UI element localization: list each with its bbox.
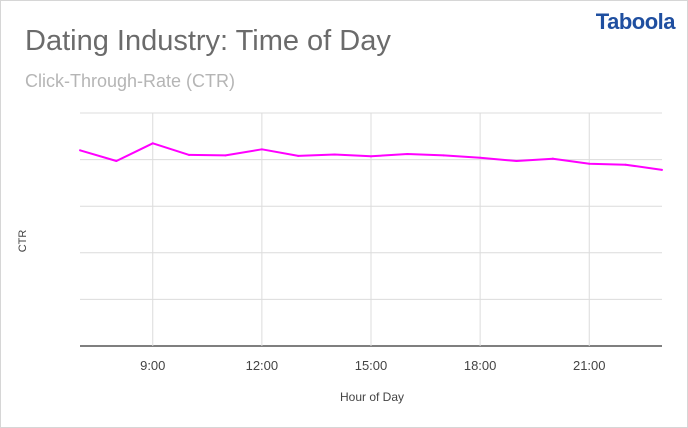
- x-tick-label: 9:00: [140, 358, 165, 373]
- data-point: [115, 159, 118, 162]
- x-tick-label: 15:00: [355, 358, 388, 373]
- data-point: [79, 149, 81, 152]
- grid: [80, 112, 662, 347]
- data-point: [551, 157, 554, 160]
- data-point: [188, 153, 191, 156]
- x-tick-labels: 9:00 12:00 15:00 18:00 21:00: [140, 358, 605, 373]
- data-point: [588, 162, 591, 165]
- taboola-logo: Taboola: [595, 9, 676, 34]
- data-point: [406, 153, 409, 156]
- x-tick-label: 12:00: [246, 358, 279, 373]
- chart-subtitle: Click-Through-Rate (CTR): [25, 71, 236, 91]
- data-point: [260, 148, 263, 151]
- data-point: [224, 154, 227, 157]
- data-point: [515, 159, 518, 162]
- data-point: [151, 142, 154, 145]
- data-point: [370, 155, 372, 158]
- data-point: [661, 168, 663, 171]
- x-axis-label: Hour of Day: [339, 390, 405, 404]
- x-tick-label: 21:00: [573, 358, 606, 373]
- data-point: [624, 163, 627, 166]
- x-tick-label: 18:00: [464, 358, 497, 373]
- data-point: [297, 154, 300, 157]
- data-point: [479, 156, 482, 159]
- data-point: [442, 154, 445, 157]
- chart-title: Dating Industry: Time of Day: [25, 25, 391, 57]
- series-layer: [79, 142, 663, 171]
- data-point: [333, 153, 336, 156]
